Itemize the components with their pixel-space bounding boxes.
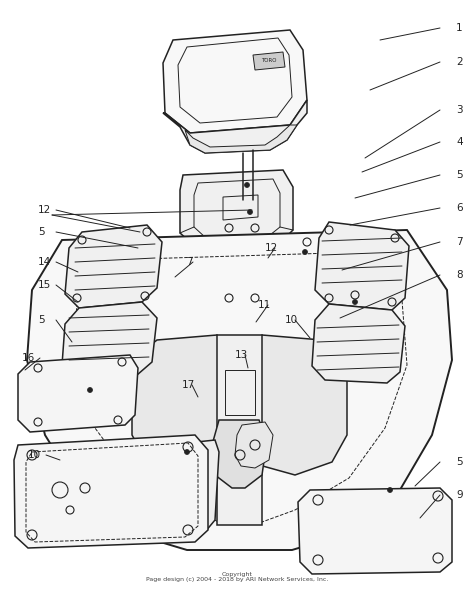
Text: 8: 8 xyxy=(456,270,463,280)
Polygon shape xyxy=(235,422,273,468)
Circle shape xyxy=(353,300,357,304)
Polygon shape xyxy=(298,488,452,574)
Text: 6: 6 xyxy=(456,203,463,213)
Polygon shape xyxy=(14,435,208,548)
Text: TORO: TORO xyxy=(261,59,277,63)
Polygon shape xyxy=(217,335,262,525)
Polygon shape xyxy=(212,420,267,488)
Text: 16: 16 xyxy=(22,353,35,363)
Text: 15: 15 xyxy=(38,280,51,290)
Text: 10: 10 xyxy=(284,315,298,325)
Polygon shape xyxy=(155,440,219,537)
Text: 11: 11 xyxy=(257,300,271,310)
Polygon shape xyxy=(18,355,138,432)
Text: 5: 5 xyxy=(38,315,45,325)
Text: 14: 14 xyxy=(38,257,51,267)
Circle shape xyxy=(245,183,249,187)
Text: 7: 7 xyxy=(456,237,463,247)
Polygon shape xyxy=(163,100,307,153)
Text: 7: 7 xyxy=(186,257,192,267)
Text: Copyright
Page design (c) 2004 - 2018 by ARI Network Services, Inc.: Copyright Page design (c) 2004 - 2018 by… xyxy=(146,571,328,582)
Text: 12: 12 xyxy=(264,243,278,253)
Polygon shape xyxy=(242,335,347,475)
Text: 5: 5 xyxy=(456,457,463,467)
Text: 4: 4 xyxy=(456,137,463,147)
Circle shape xyxy=(247,209,253,215)
Text: 1: 1 xyxy=(456,23,463,33)
Text: 5: 5 xyxy=(38,227,45,237)
Text: 3: 3 xyxy=(456,105,463,115)
Polygon shape xyxy=(163,30,307,133)
Text: 12: 12 xyxy=(38,205,51,215)
Polygon shape xyxy=(185,125,297,153)
Polygon shape xyxy=(312,304,405,383)
Polygon shape xyxy=(180,170,293,247)
Text: 13: 13 xyxy=(234,350,247,360)
Text: ARkPartsream™: ARkPartsream™ xyxy=(186,316,288,329)
Text: 17: 17 xyxy=(182,380,195,390)
Circle shape xyxy=(302,249,308,255)
Polygon shape xyxy=(315,222,409,310)
Text: 2: 2 xyxy=(456,57,463,67)
Circle shape xyxy=(184,450,190,454)
Text: 10: 10 xyxy=(28,450,41,460)
Polygon shape xyxy=(132,335,237,475)
Polygon shape xyxy=(253,52,285,70)
Circle shape xyxy=(388,488,392,492)
Text: 5: 5 xyxy=(456,170,463,180)
Polygon shape xyxy=(65,225,162,308)
Text: 9: 9 xyxy=(456,490,463,500)
Polygon shape xyxy=(62,302,157,380)
Polygon shape xyxy=(27,230,452,550)
Circle shape xyxy=(88,388,92,392)
